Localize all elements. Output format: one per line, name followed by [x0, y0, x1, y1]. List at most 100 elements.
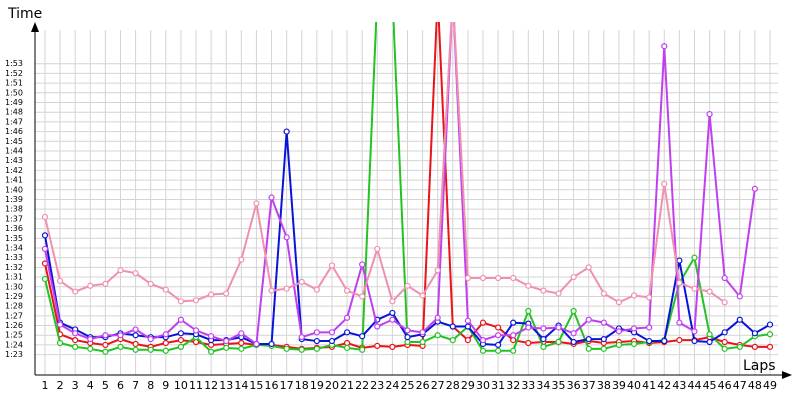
point — [359, 346, 366, 353]
point — [676, 257, 683, 264]
point — [495, 341, 502, 349]
x-tick-label: 1 — [41, 379, 48, 392]
point — [404, 282, 411, 289]
plot-area — [41, 22, 774, 355]
point — [751, 330, 758, 337]
point — [298, 278, 305, 286]
x-tick-label: 8 — [147, 379, 154, 392]
point — [646, 337, 653, 345]
x-tick-label: 46 — [718, 379, 732, 392]
point — [449, 336, 456, 344]
point — [434, 314, 441, 321]
point — [721, 329, 728, 336]
x-axis-arrow — [782, 371, 792, 379]
x-tick-label: 33 — [521, 379, 535, 392]
point — [600, 345, 607, 352]
point — [630, 325, 638, 332]
point — [570, 273, 577, 281]
x-tick-label: 34 — [536, 379, 550, 392]
point — [147, 336, 154, 343]
point — [177, 298, 185, 305]
point — [283, 285, 290, 292]
x-tick-label: 24 — [385, 379, 399, 392]
point — [706, 288, 713, 295]
point — [525, 307, 532, 315]
point — [389, 298, 396, 305]
point — [223, 337, 230, 345]
y-tick-label: 1:25 — [5, 331, 23, 340]
x-tick-label: 26 — [416, 379, 430, 392]
x-tick-label: 22 — [355, 379, 369, 392]
y-tick-label: 1:24 — [5, 340, 23, 349]
point — [223, 344, 230, 351]
x-tick-label: 44 — [687, 379, 701, 392]
point — [192, 297, 200, 304]
x-axis-label: Laps — [743, 358, 776, 374]
point — [419, 292, 426, 299]
point — [585, 264, 592, 271]
y-tick-label: 1:53 — [5, 59, 23, 68]
y-tick-label: 1:32 — [5, 263, 23, 272]
x-tick-label: 41 — [642, 379, 656, 392]
point — [419, 338, 426, 346]
point — [615, 299, 623, 306]
point — [343, 314, 351, 321]
point — [691, 337, 698, 345]
x-tick-label: 47 — [733, 379, 747, 392]
point — [706, 338, 713, 346]
point — [464, 317, 472, 324]
point — [540, 287, 547, 294]
point — [736, 293, 743, 300]
x-tick-label: 32 — [506, 379, 520, 392]
point — [374, 323, 381, 330]
y-tick-label: 1:33 — [5, 253, 23, 262]
point — [328, 337, 336, 345]
point — [555, 324, 562, 331]
y-tick-label: 1:35 — [5, 234, 23, 243]
point — [479, 274, 487, 282]
point — [298, 334, 305, 341]
point — [464, 274, 472, 282]
point — [615, 341, 623, 349]
point — [238, 345, 245, 352]
point — [41, 275, 49, 283]
point — [132, 326, 139, 333]
x-tick-label: 19 — [310, 379, 324, 392]
point — [283, 128, 290, 135]
point — [691, 328, 698, 335]
x-tick-label: 15 — [249, 379, 263, 392]
point — [162, 339, 169, 347]
point — [570, 338, 577, 346]
point — [766, 321, 774, 328]
point — [147, 280, 154, 287]
point — [208, 348, 215, 355]
point — [555, 338, 562, 346]
point — [72, 336, 79, 344]
y-tick-label: 1:28 — [5, 302, 23, 311]
point — [510, 319, 517, 326]
point — [41, 245, 49, 253]
point — [404, 327, 411, 334]
point — [751, 185, 758, 192]
x-tick-label: 31 — [491, 379, 505, 392]
y-tick-label: 1:23 — [5, 350, 23, 359]
point — [495, 332, 502, 339]
point — [525, 282, 532, 289]
point — [630, 292, 638, 299]
point — [389, 309, 396, 317]
x-tick-label: 5 — [102, 379, 109, 392]
point — [87, 282, 94, 289]
point — [676, 336, 683, 344]
x-tick-label: 43 — [672, 379, 686, 392]
point — [268, 194, 275, 201]
x-tick-label: 25 — [400, 379, 414, 392]
point — [691, 254, 698, 261]
point — [525, 339, 532, 347]
point — [736, 316, 743, 323]
y-tick-label: 1:39 — [5, 195, 23, 204]
point — [359, 261, 366, 268]
x-tick-label: 16 — [265, 379, 279, 392]
x-tick-label: 13 — [219, 379, 233, 392]
point — [706, 331, 713, 338]
